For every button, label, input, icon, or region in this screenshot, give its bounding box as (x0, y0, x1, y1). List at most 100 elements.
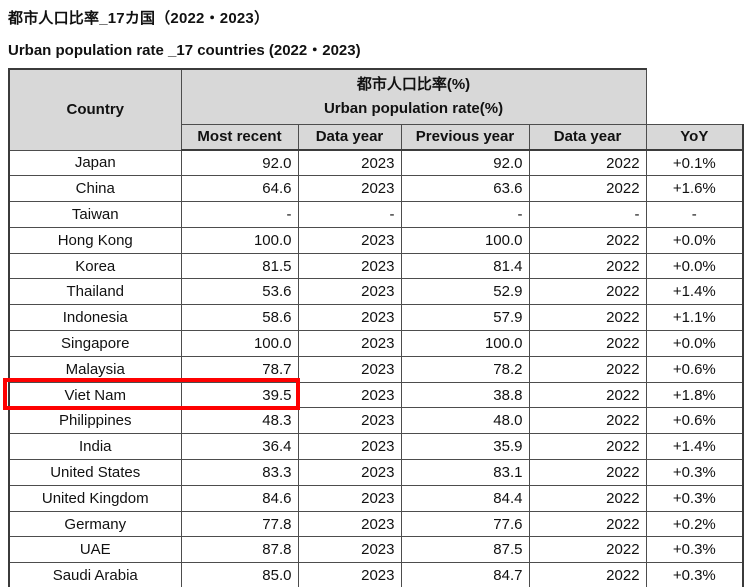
cell-data-year-2: - (528, 201, 647, 228)
cell-most-recent: 78.7 (180, 355, 299, 383)
cell-country: United Kingdom (8, 484, 182, 512)
cell-country: Korea (8, 252, 182, 280)
cell-most-recent: 92.0 (180, 149, 299, 177)
cell-data-year-1: 2023 (297, 330, 402, 357)
cell-previous-year: 81.4 (400, 252, 530, 280)
cell-yoy: +0.0% (645, 226, 745, 254)
cell-most-recent: 53.6 (180, 278, 299, 306)
cell-yoy: +0.0% (645, 252, 745, 280)
urban-population-table: Country 都市人口比率(%) Urban population rate(… (8, 68, 745, 587)
cell-data-year-1: 2023 (297, 407, 402, 435)
title-english: Urban population rate _17 countries (202… (8, 42, 361, 59)
cell-yoy: +1.6% (645, 175, 745, 203)
cell-previous-year: 92.0 (400, 149, 530, 177)
cell-data-year-1: 2023 (297, 175, 402, 203)
cell-yoy: +1.1% (645, 304, 745, 332)
cell-data-year-1: - (297, 201, 402, 228)
cell-data-year-2: 2022 (528, 536, 647, 564)
cell-most-recent: 48.3 (180, 407, 299, 435)
column-header-data-year-1: Data year (297, 123, 402, 151)
column-group-header: 都市人口比率(%) Urban population rate(%) (180, 68, 647, 125)
column-header-data-year-2: Data year (528, 123, 647, 151)
cell-yoy: +0.1% (645, 149, 745, 177)
cell-data-year-1: 2023 (297, 433, 402, 461)
cell-data-year-1: 2023 (297, 510, 402, 538)
cell-country: Viet Nam (8, 381, 182, 409)
table-body: Japan 92.0 2023 92.0 2022 +0.1% China 64.6 2023 6… (8, 149, 745, 587)
cell-country: Thailand (8, 278, 182, 306)
cell-previous-year: 84.7 (400, 562, 530, 587)
cell-data-year-2: 2022 (528, 226, 647, 254)
title-japanese: 都市人口比率_17カ国（2022・2023） (8, 10, 270, 27)
cell-data-year-1: 2023 (297, 304, 402, 332)
table-row: United Kingdom 84.6 2023 84.4 2022 +0.3% (8, 484, 745, 512)
cell-data-year-1: 2023 (297, 381, 402, 409)
cell-data-year-1: 2023 (297, 149, 402, 177)
cell-country: Singapore (8, 330, 182, 357)
cell-yoy: +0.3% (645, 536, 745, 564)
cell-data-year-2: 2022 (528, 433, 647, 461)
column-header-most-recent: Most recent (180, 123, 299, 151)
table-row: Viet Nam 39.5 2023 38.8 2022 +1.8% (8, 381, 745, 409)
cell-data-year-2: 2022 (528, 459, 647, 486)
cell-yoy: +0.6% (645, 407, 745, 435)
cell-data-year-1: 2023 (297, 459, 402, 486)
group-header-japanese: 都市人口比率(%) (356, 75, 471, 93)
cell-data-year-2: 2022 (528, 175, 647, 203)
cell-data-year-1: 2023 (297, 536, 402, 564)
cell-most-recent: 39.5 (180, 381, 299, 409)
column-header-previous-year: Previous year (400, 123, 530, 151)
cell-yoy: +1.4% (645, 433, 745, 461)
cell-data-year-1: 2023 (297, 278, 402, 306)
table-container: Country 都市人口比率(%) Urban population rate(… (3, 68, 745, 587)
table-row: Malaysia 78.7 2023 78.2 2022 +0.6% (8, 355, 745, 383)
cell-data-year-2: 2022 (528, 330, 647, 357)
cell-country: Taiwan (8, 201, 182, 228)
cell-most-recent: 81.5 (180, 252, 299, 280)
cell-most-recent: 100.0 (180, 330, 299, 357)
cell-previous-year: 57.9 (400, 304, 530, 332)
cell-yoy: +0.3% (645, 484, 745, 512)
cell-yoy: +0.3% (645, 562, 745, 587)
header-spacer (646, 69, 744, 124)
cell-most-recent: 87.8 (180, 536, 299, 564)
cell-most-recent: 77.8 (180, 510, 299, 538)
cell-most-recent: - (180, 201, 299, 228)
table-row: Taiwan - - - - - (8, 201, 745, 228)
cell-previous-year: 77.6 (400, 510, 530, 538)
table-row: Hong Kong 100.0 2023 100.0 2022 +0.0% (8, 226, 745, 254)
cell-most-recent: 36.4 (180, 433, 299, 461)
cell-country: Malaysia (8, 355, 182, 383)
cell-previous-year: 100.0 (400, 330, 530, 357)
cell-most-recent: 100.0 (180, 226, 299, 254)
cell-previous-year: 63.6 (400, 175, 530, 203)
table-row: Saudi Arabia 85.0 2023 84.7 2022 +0.3% (8, 562, 745, 587)
table-row: China 64.6 2023 63.6 2022 +1.6% (8, 175, 745, 203)
cell-previous-year: 48.0 (400, 407, 530, 435)
table-row: Japan 92.0 2023 92.0 2022 +0.1% (8, 149, 745, 177)
table-row: Singapore 100.0 2023 100.0 2022 +0.0% (8, 330, 745, 357)
cell-yoy: +0.6% (645, 355, 745, 383)
cell-data-year-2: 2022 (528, 304, 647, 332)
cell-data-year-2: 2022 (528, 484, 647, 512)
cell-country: Philippines (8, 407, 182, 435)
cell-previous-year: 100.0 (400, 226, 530, 254)
cell-data-year-1: 2023 (297, 484, 402, 512)
cell-yoy: +0.0% (645, 330, 745, 357)
cell-yoy: +1.8% (645, 381, 745, 409)
cell-previous-year: 78.2 (400, 355, 530, 383)
cell-data-year-2: 2022 (528, 149, 647, 177)
cell-most-recent: 64.6 (180, 175, 299, 203)
table-row: Indonesia 58.6 2023 57.9 2022 +1.1% (8, 304, 745, 332)
cell-country: China (8, 175, 182, 203)
cell-most-recent: 58.6 (180, 304, 299, 332)
cell-data-year-2: 2022 (528, 407, 647, 435)
cell-country: Germany (8, 510, 182, 538)
cell-country: Saudi Arabia (8, 562, 182, 587)
cell-yoy: +1.4% (645, 278, 745, 306)
cell-data-year-2: 2022 (528, 510, 647, 538)
cell-previous-year: 87.5 (400, 536, 530, 564)
cell-country: Indonesia (8, 304, 182, 332)
cell-data-year-2: 2022 (528, 252, 647, 280)
cell-country: Japan (8, 149, 182, 177)
